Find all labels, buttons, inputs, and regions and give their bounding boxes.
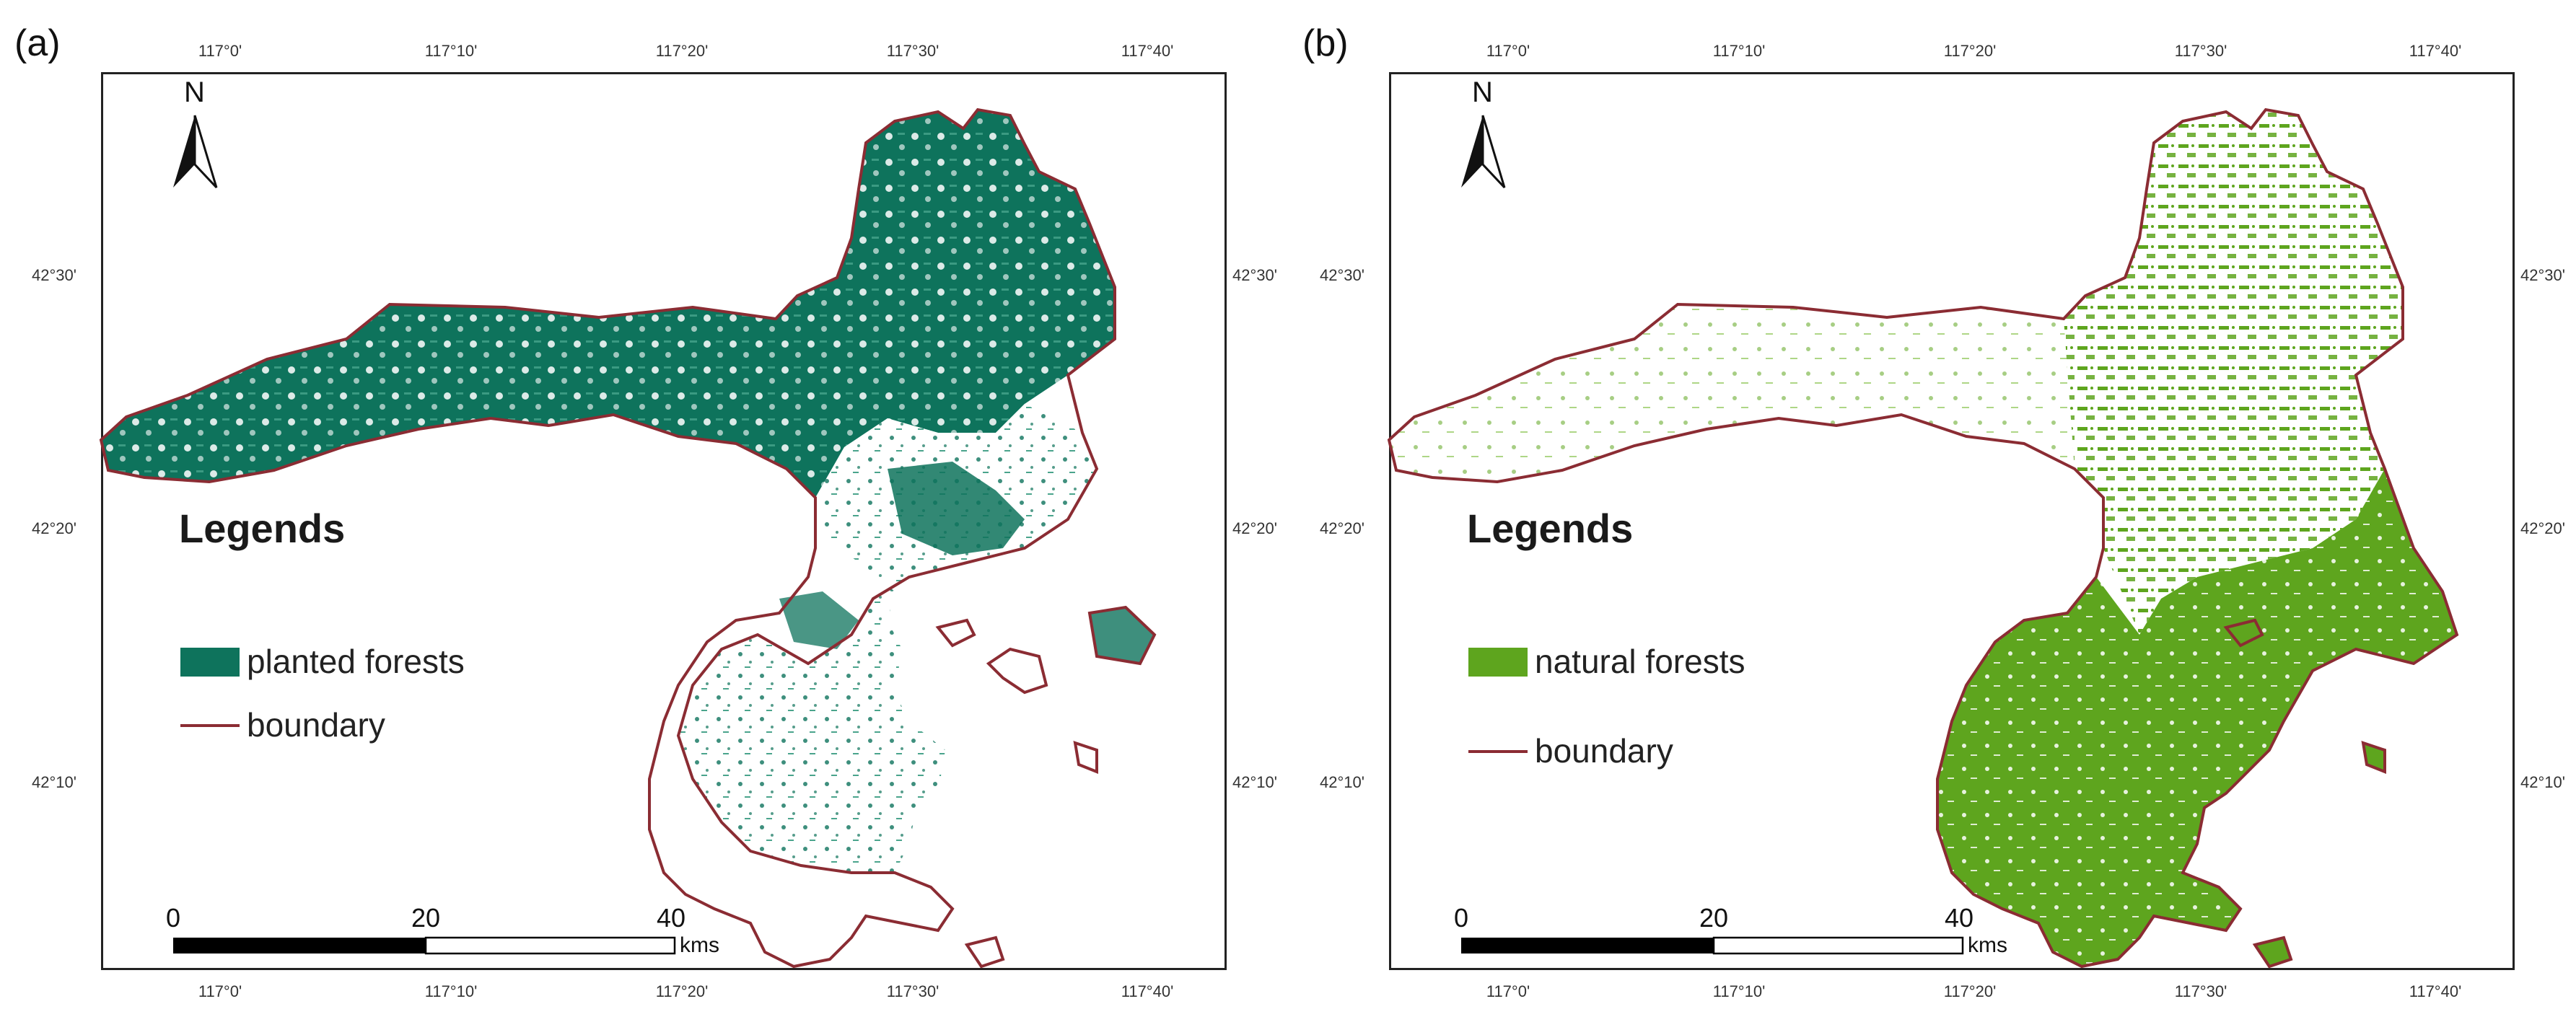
scale-bar	[1461, 936, 1964, 955]
lon-tick-top: 117°30'	[886, 42, 939, 60]
scale-unit: kms	[1968, 933, 2007, 957]
lon-tick-top: 117°20'	[655, 42, 709, 60]
north-letter: N	[184, 76, 205, 108]
lat-tick-right: 42°10'	[1232, 773, 1277, 791]
lon-tick-bottom: 117°30'	[886, 982, 939, 1000]
scale-label-40: 40	[1945, 903, 1974, 933]
panel-label: (a)	[14, 22, 61, 64]
lat-tick-right: 42°20'	[2520, 519, 2565, 537]
lat-tick-left: 42°20'	[1320, 519, 1364, 537]
lon-tick-bottom: 117°40'	[1121, 982, 1174, 1000]
north-arrow	[1461, 115, 1506, 189]
legend-swatch-planted	[180, 648, 240, 677]
lon-tick-top: 117°40'	[2409, 42, 2462, 60]
scale-bar	[173, 936, 676, 955]
scale-bar-black	[1461, 938, 1714, 953]
lat-tick-left: 42°10'	[32, 773, 76, 791]
lon-tick-top: 117°0'	[1486, 42, 1530, 60]
lon-tick-bottom: 117°30'	[2174, 982, 2227, 1000]
lon-tick-bottom: 117°10'	[424, 982, 478, 1000]
legend-label-boundary: boundary	[247, 706, 385, 744]
legend-label-planted: planted forests	[247, 643, 465, 680]
scale-bar-white	[424, 936, 676, 955]
scale-label-20: 20	[1699, 903, 1729, 933]
boundary-line-b	[1387, 107, 2459, 969]
map-panel-b: (b) 117°0' 117°10' 117°20' 117°30' 117°4…	[1288, 0, 2576, 1035]
lon-tick-bottom: 117°0'	[1486, 982, 1530, 1000]
legend-label-boundary: boundary	[1535, 732, 1673, 770]
legend-label-natural: natural forests	[1535, 643, 1745, 680]
map-panel-a: (a) 117°0' 117°10' 117°20' 117°30' 117°4…	[14, 22, 1277, 1000]
panel-label: (b)	[1302, 22, 1349, 64]
scale-bar-black	[173, 938, 426, 953]
scale-label-20: 20	[411, 903, 441, 933]
lon-tick-bottom: 117°10'	[1712, 982, 1766, 1000]
legend-title: Legends	[1467, 506, 1634, 551]
lon-tick-bottom: 117°40'	[2409, 982, 2462, 1000]
scale-bar-white	[1712, 936, 1964, 955]
map-canvas	[99, 107, 1157, 969]
north-letter: N	[1472, 76, 1493, 108]
lat-tick-right: 42°10'	[2520, 773, 2565, 791]
lon-tick-top: 117°20'	[1943, 42, 1997, 60]
scale-label-0: 0	[166, 903, 181, 933]
legend-swatch-natural	[1468, 648, 1528, 677]
lon-tick-top: 117°40'	[1121, 42, 1174, 60]
north-arrow	[173, 115, 218, 189]
lat-tick-right: 42°20'	[1232, 519, 1277, 537]
lat-tick-right: 42°30'	[2520, 266, 2565, 284]
legend-line-boundary	[1468, 750, 1528, 753]
lon-tick-bottom: 117°20'	[655, 982, 709, 1000]
scale-label-40: 40	[657, 903, 686, 933]
lon-tick-top: 117°10'	[424, 42, 478, 60]
scale-label-0: 0	[1454, 903, 1469, 933]
lat-tick-left: 42°10'	[1320, 773, 1364, 791]
boundary-line-a	[99, 107, 1157, 969]
lat-tick-left: 42°20'	[32, 519, 76, 537]
legend-line-boundary	[180, 724, 240, 727]
lon-tick-bottom: 117°20'	[1943, 982, 1997, 1000]
lon-tick-top: 117°30'	[2174, 42, 2227, 60]
map-canvas	[1387, 107, 2459, 969]
lon-tick-top: 117°0'	[198, 42, 242, 60]
scale-unit: kms	[680, 933, 719, 957]
lon-tick-top: 117°10'	[1712, 42, 1766, 60]
region-fill-planted	[101, 110, 1155, 873]
lon-tick-bottom: 117°0'	[198, 982, 242, 1000]
lat-tick-left: 42°30'	[1320, 266, 1364, 284]
lat-tick-right: 42°30'	[1232, 266, 1277, 284]
legend-title: Legends	[179, 506, 346, 551]
lat-tick-left: 42°30'	[32, 266, 76, 284]
